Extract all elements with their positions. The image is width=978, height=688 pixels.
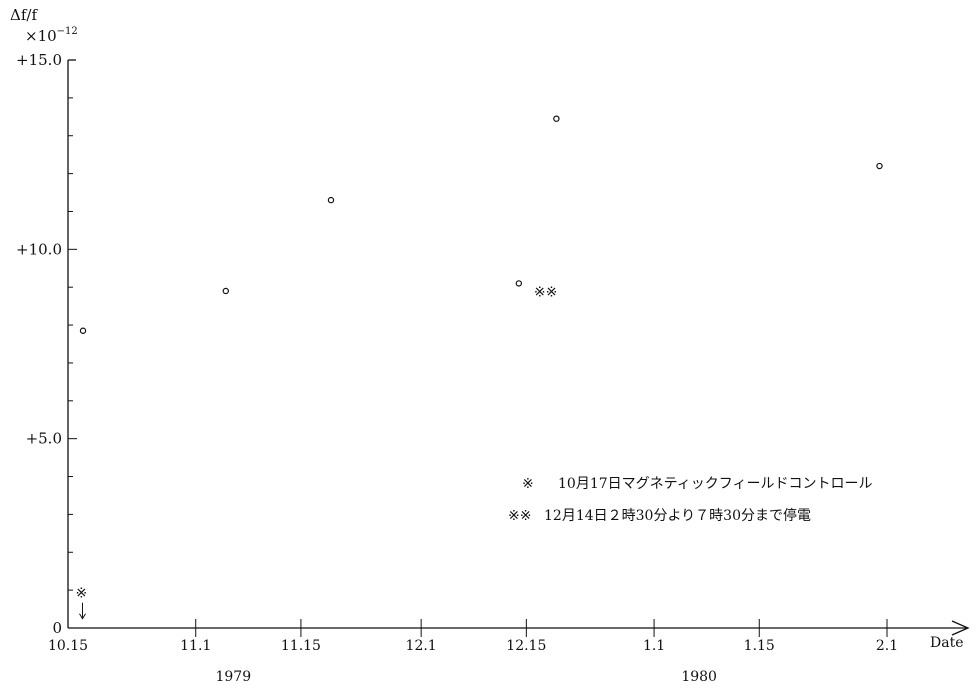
- legend-symbol-2: ※※: [508, 508, 531, 524]
- y-tick-label: +15.0: [16, 51, 62, 69]
- y-ticks: 0 +5.0 +10.0 +15.0: [16, 51, 77, 637]
- x-tick-label: 1.1: [643, 638, 665, 654]
- legend-text-2: 12月14日２時30分より７時30分まで停電: [544, 507, 811, 524]
- x-tick-label: 12.15: [506, 638, 546, 654]
- x-axis-label: Date: [930, 635, 963, 651]
- x-tick-label: 1.15: [744, 638, 775, 654]
- legend: ※ 10月17日マグネティックフィールドコントロール ※※ 12月14日２時30…: [508, 476, 873, 524]
- data-point: [553, 115, 560, 122]
- year-label: 1980: [681, 669, 717, 685]
- y-axis-label: Δf/f: [10, 6, 38, 24]
- event-marker-symbol: ※: [76, 586, 88, 602]
- data-point: [876, 162, 883, 170]
- x-ticks: 10.15 11.1 11.15 12.1 12.15 1.1 1.15 2.1 1979 198…: [48, 619, 898, 685]
- y-axis-exponent: −12: [57, 26, 78, 37]
- y-tick-label: +5.0: [26, 430, 62, 448]
- axes: [67, 59, 970, 636]
- x-axis-arrow-icon: [951, 620, 970, 636]
- legend-symbol-1: ※: [522, 476, 534, 492]
- event-marker-symbol: ※※: [534, 285, 557, 301]
- year-label: 1979: [215, 669, 251, 685]
- y-axis-multiplier: ×10−12: [25, 26, 78, 45]
- data-point: [515, 280, 523, 287]
- data-points: [79, 115, 883, 334]
- x-tick-label: 11.1: [180, 638, 211, 654]
- data-point: [222, 287, 229, 295]
- x-tick-label: 12.1: [406, 638, 437, 654]
- data-point: [327, 196, 335, 204]
- data-point: [79, 327, 87, 334]
- x-tick-label: 10.15: [48, 638, 88, 654]
- x-tick-label: 11.15: [281, 638, 321, 654]
- event-markers: ※※※: [76, 285, 557, 620]
- y-tick-label: +10.0: [16, 240, 62, 258]
- event-arrowhead-icon: [79, 613, 86, 620]
- legend-text-1: 10月17日マグネティックフィールドコントロール: [558, 476, 873, 492]
- x-tick-label: 2.1: [876, 638, 898, 654]
- y-tick-label: 0: [52, 619, 62, 637]
